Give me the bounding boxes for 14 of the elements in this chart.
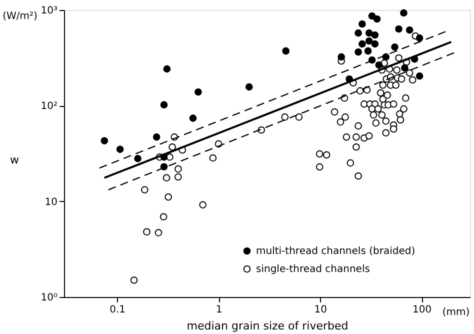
x-tick-label: 0.1 bbox=[110, 304, 126, 316]
text: (mm) bbox=[442, 307, 470, 318]
x-tick-label: 1 bbox=[216, 304, 222, 316]
y-tick-label: 10² bbox=[40, 101, 58, 112]
x-axis-title: median grain size of riverbed bbox=[186, 320, 348, 332]
y-axis-title: w bbox=[10, 154, 19, 166]
legend-label: single-thread channels bbox=[256, 264, 370, 275]
y-tick-label: 10⁰ bbox=[40, 292, 58, 304]
x-tick-label: 10 bbox=[314, 304, 327, 316]
y-tick-label: 10³ bbox=[40, 6, 58, 16]
text: (W/m²) bbox=[2, 11, 38, 22]
x-tick-label: 100 bbox=[412, 304, 432, 316]
y-tick-label: 10 bbox=[44, 196, 58, 208]
legend-label: multi-thread channels (braided) bbox=[256, 246, 416, 257]
